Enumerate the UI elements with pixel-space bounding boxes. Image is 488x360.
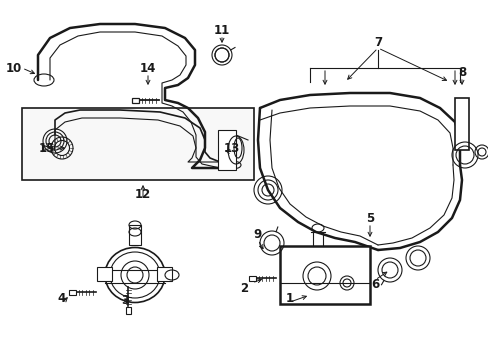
Text: 4: 4 [58,292,66,305]
Bar [157,267,172,281]
Text: 11: 11 [213,23,230,36]
Text: 5: 5 [365,211,373,225]
Text: 13: 13 [224,141,240,154]
Text: 1: 1 [285,292,293,305]
Polygon shape [125,306,130,314]
Text: 9: 9 [253,229,262,242]
Polygon shape [131,98,138,103]
Bar [280,246,369,304]
Text: 14: 14 [140,62,156,75]
Bar [454,98,468,150]
Text: 8: 8 [457,66,465,78]
Text: 3: 3 [121,293,129,306]
Text: 15: 15 [39,141,55,154]
Polygon shape [248,275,255,280]
Bar [218,130,236,170]
Bar [129,225,141,245]
Text: 12: 12 [135,189,151,202]
Polygon shape [68,289,75,294]
Text: 7: 7 [373,36,381,49]
Text: 10: 10 [6,62,22,75]
Bar [97,267,112,281]
Bar [22,108,253,180]
Text: 2: 2 [240,282,247,294]
Text: 6: 6 [370,279,378,292]
